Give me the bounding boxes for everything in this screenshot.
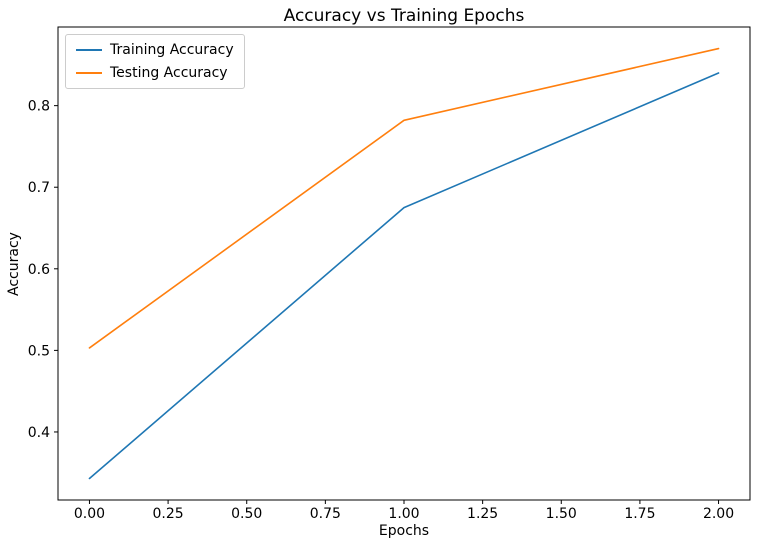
y-tick-label: 0.8: [28, 99, 50, 115]
legend-line-sample: [76, 72, 102, 74]
legend: Training Accuracy Testing Accuracy: [65, 34, 245, 89]
series-line-testing: [88, 47, 720, 349]
axes-frame: [57, 26, 751, 501]
legend-label: Training Accuracy: [110, 42, 234, 58]
legend-entry: Training Accuracy: [76, 42, 234, 58]
y-tick-label: 0.7: [28, 180, 50, 196]
x-tick-label: 1.25: [467, 506, 498, 522]
legend-entry: Testing Accuracy: [76, 65, 234, 81]
legend-label: Testing Accuracy: [110, 65, 228, 81]
x-axis-label: Epochs: [378, 523, 430, 539]
y-tick-label: 0.4: [28, 425, 50, 441]
y-tick-label: 0.5: [28, 343, 50, 359]
x-tick-label: 2.00: [703, 506, 734, 522]
series-line-training: [88, 72, 720, 480]
x-tick-label: 1.75: [624, 506, 655, 522]
x-tick-label: 0.75: [310, 506, 341, 522]
y-axis-label: Accuracy: [6, 232, 22, 296]
x-tick-label: 1.00: [388, 506, 419, 522]
x-tick-label: 0.00: [74, 506, 105, 522]
legend-line-sample: [76, 49, 102, 51]
x-tick-label: 0.50: [231, 506, 262, 522]
x-tick-label: 1.50: [546, 506, 577, 522]
x-tick-label: 0.25: [153, 506, 184, 522]
y-tick-label: 0.6: [28, 262, 50, 278]
chart-title: Accuracy vs Training Epochs: [283, 6, 525, 26]
